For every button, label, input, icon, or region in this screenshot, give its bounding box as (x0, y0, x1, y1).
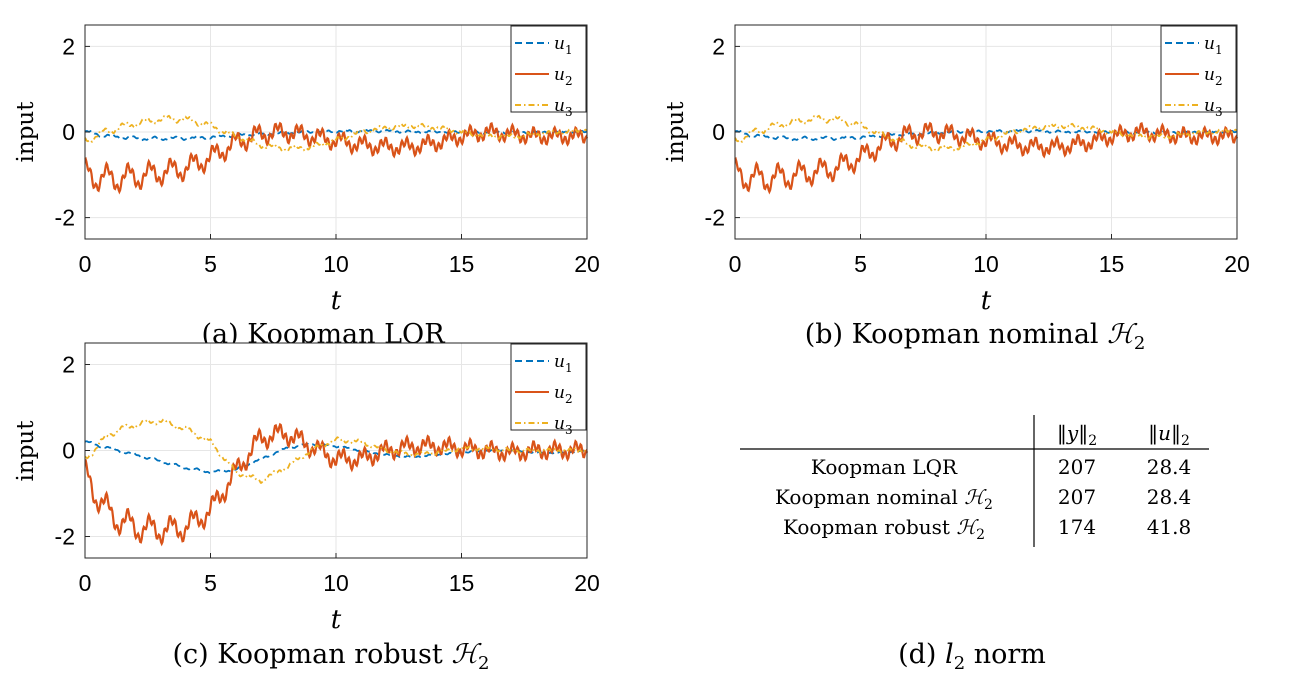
series-lines-c (84, 418, 589, 547)
series-lines-a (84, 114, 589, 195)
y-tick-label: -2 (705, 205, 725, 231)
legend-label-u3: u3 (554, 414, 573, 437)
table-col-header-y-norm: ‖y‖2 (1057, 421, 1097, 449)
y-tick-label: -2 (55, 205, 75, 231)
x-tick-label: 15 (1099, 251, 1125, 277)
x-tick-label: 5 (204, 570, 217, 596)
x-axis-label-b: t (981, 286, 992, 316)
series-line-u1 (734, 128, 1238, 142)
x-tick-label: 20 (574, 570, 600, 596)
x-tick-label: 0 (79, 570, 92, 596)
x-tick-label: 0 (79, 251, 92, 277)
y-ticks-a: 2 0 -2 (55, 33, 90, 231)
legend-label-u2: u2 (1204, 65, 1223, 88)
y-tick-label: 2 (62, 352, 75, 378)
legend-a: u1 u2 u3 (510, 25, 587, 119)
legend-label-u1: u1 (554, 34, 573, 57)
table-row-label: Koopman nominal ℋ2 (775, 485, 993, 513)
caption-b-sub: 2 (1134, 333, 1145, 354)
legend-box (1160, 25, 1237, 113)
x-tick-label: 20 (1224, 251, 1250, 277)
legend-label-u2: u2 (554, 383, 573, 406)
table-cell: 207 (1058, 485, 1096, 509)
y-ticks-c: 2 0 -2 (55, 352, 90, 550)
series-line-u1 (84, 128, 588, 142)
caption-b-math: ℋ (1107, 319, 1138, 350)
series-line-u3 (84, 114, 588, 153)
table-row: Koopman LQR 207 28.4 (811, 455, 1191, 479)
table-cell: 28.4 (1147, 485, 1192, 509)
series-line-u3 (734, 114, 1238, 153)
legend-b: u1 u2 u3 (1160, 25, 1237, 119)
series-line-u3 (84, 418, 588, 484)
legend-c: u1 u2 u3 (510, 343, 587, 437)
table-row: Koopman nominal ℋ2 207 28.4 (775, 485, 1191, 513)
legend-label-u2: u2 (554, 65, 573, 88)
x-tick-label: 10 (973, 251, 999, 277)
table-cell: 41.8 (1147, 515, 1192, 539)
table-row-label: Koopman robust ℋ2 (783, 515, 985, 543)
x-tick-label: 10 (323, 570, 349, 596)
series-lines-b (734, 114, 1239, 195)
x-tick-label: 5 (854, 251, 867, 277)
y-tick-label: 2 (62, 33, 75, 59)
panel-d: ‖y‖2 ‖u‖2 Koopman LQR 207 28.4 Koopman n… (740, 415, 1209, 673)
y-axis-label-b: input (663, 101, 689, 163)
series-line-u1 (84, 440, 588, 474)
y-ticks-b: 2 0 -2 (705, 33, 740, 231)
x-tick-label: 5 (204, 251, 217, 277)
legend-box (510, 25, 587, 113)
legend-label-u3: u3 (554, 96, 573, 119)
table-cell: 174 (1058, 515, 1096, 539)
caption-b: (b) Koopman nominal ℋ2 (805, 319, 1146, 354)
legend-label-u3: u3 (1204, 96, 1223, 119)
series-line-u2 (84, 422, 589, 547)
table-row: Koopman robust ℋ2 174 41.8 (783, 515, 1191, 543)
caption-b-text: (b) Koopman nominal (805, 319, 1107, 350)
y-tick-label: 0 (62, 119, 75, 145)
table-col-header-u-norm: ‖u‖2 (1148, 421, 1190, 449)
caption-c-text: (c) Koopman robust (173, 639, 452, 670)
caption-c-math: ℋ (451, 639, 482, 670)
x-tick-label: 15 (449, 251, 475, 277)
x-tick-label: 10 (323, 251, 349, 277)
table-row-label: Koopman LQR (811, 455, 958, 479)
x-axis-label-a: t (331, 286, 342, 316)
x-ticks-a: 0 5 10 15 20 (79, 234, 600, 277)
x-ticks-c: 0 5 10 15 20 (79, 553, 600, 596)
legend-label-u1: u1 (554, 352, 573, 375)
y-tick-label: 0 (62, 438, 75, 464)
series-line-u2 (84, 121, 589, 195)
caption-c-sub: 2 (478, 653, 489, 673)
caption-c: (c) Koopman robust ℋ2 (173, 639, 490, 673)
y-axis-label-c: input (13, 420, 39, 482)
caption-d-tail: norm (965, 639, 1046, 670)
caption-d-sub: 2 (954, 653, 965, 673)
x-tick-label: 20 (574, 251, 600, 277)
caption-d: (d) l2 norm (898, 639, 1046, 673)
x-ticks-b: 0 5 10 15 20 (729, 234, 1250, 277)
x-tick-label: 0 (729, 251, 742, 277)
y-tick-label: 0 (712, 119, 725, 145)
x-axis-label-c: t (331, 605, 342, 635)
table-cell: 28.4 (1147, 455, 1192, 479)
y-tick-label: -2 (55, 524, 75, 550)
series-line-u2 (734, 121, 1239, 195)
legend-label-u1: u1 (1204, 34, 1223, 57)
table-cell: 207 (1058, 455, 1096, 479)
y-axis-label-a: input (13, 101, 39, 163)
y-tick-label: 2 (712, 33, 725, 59)
x-tick-label: 15 (449, 570, 475, 596)
caption-d-math: l (945, 639, 954, 670)
legend-box (510, 343, 587, 431)
caption-d-text: (d) (898, 639, 945, 670)
